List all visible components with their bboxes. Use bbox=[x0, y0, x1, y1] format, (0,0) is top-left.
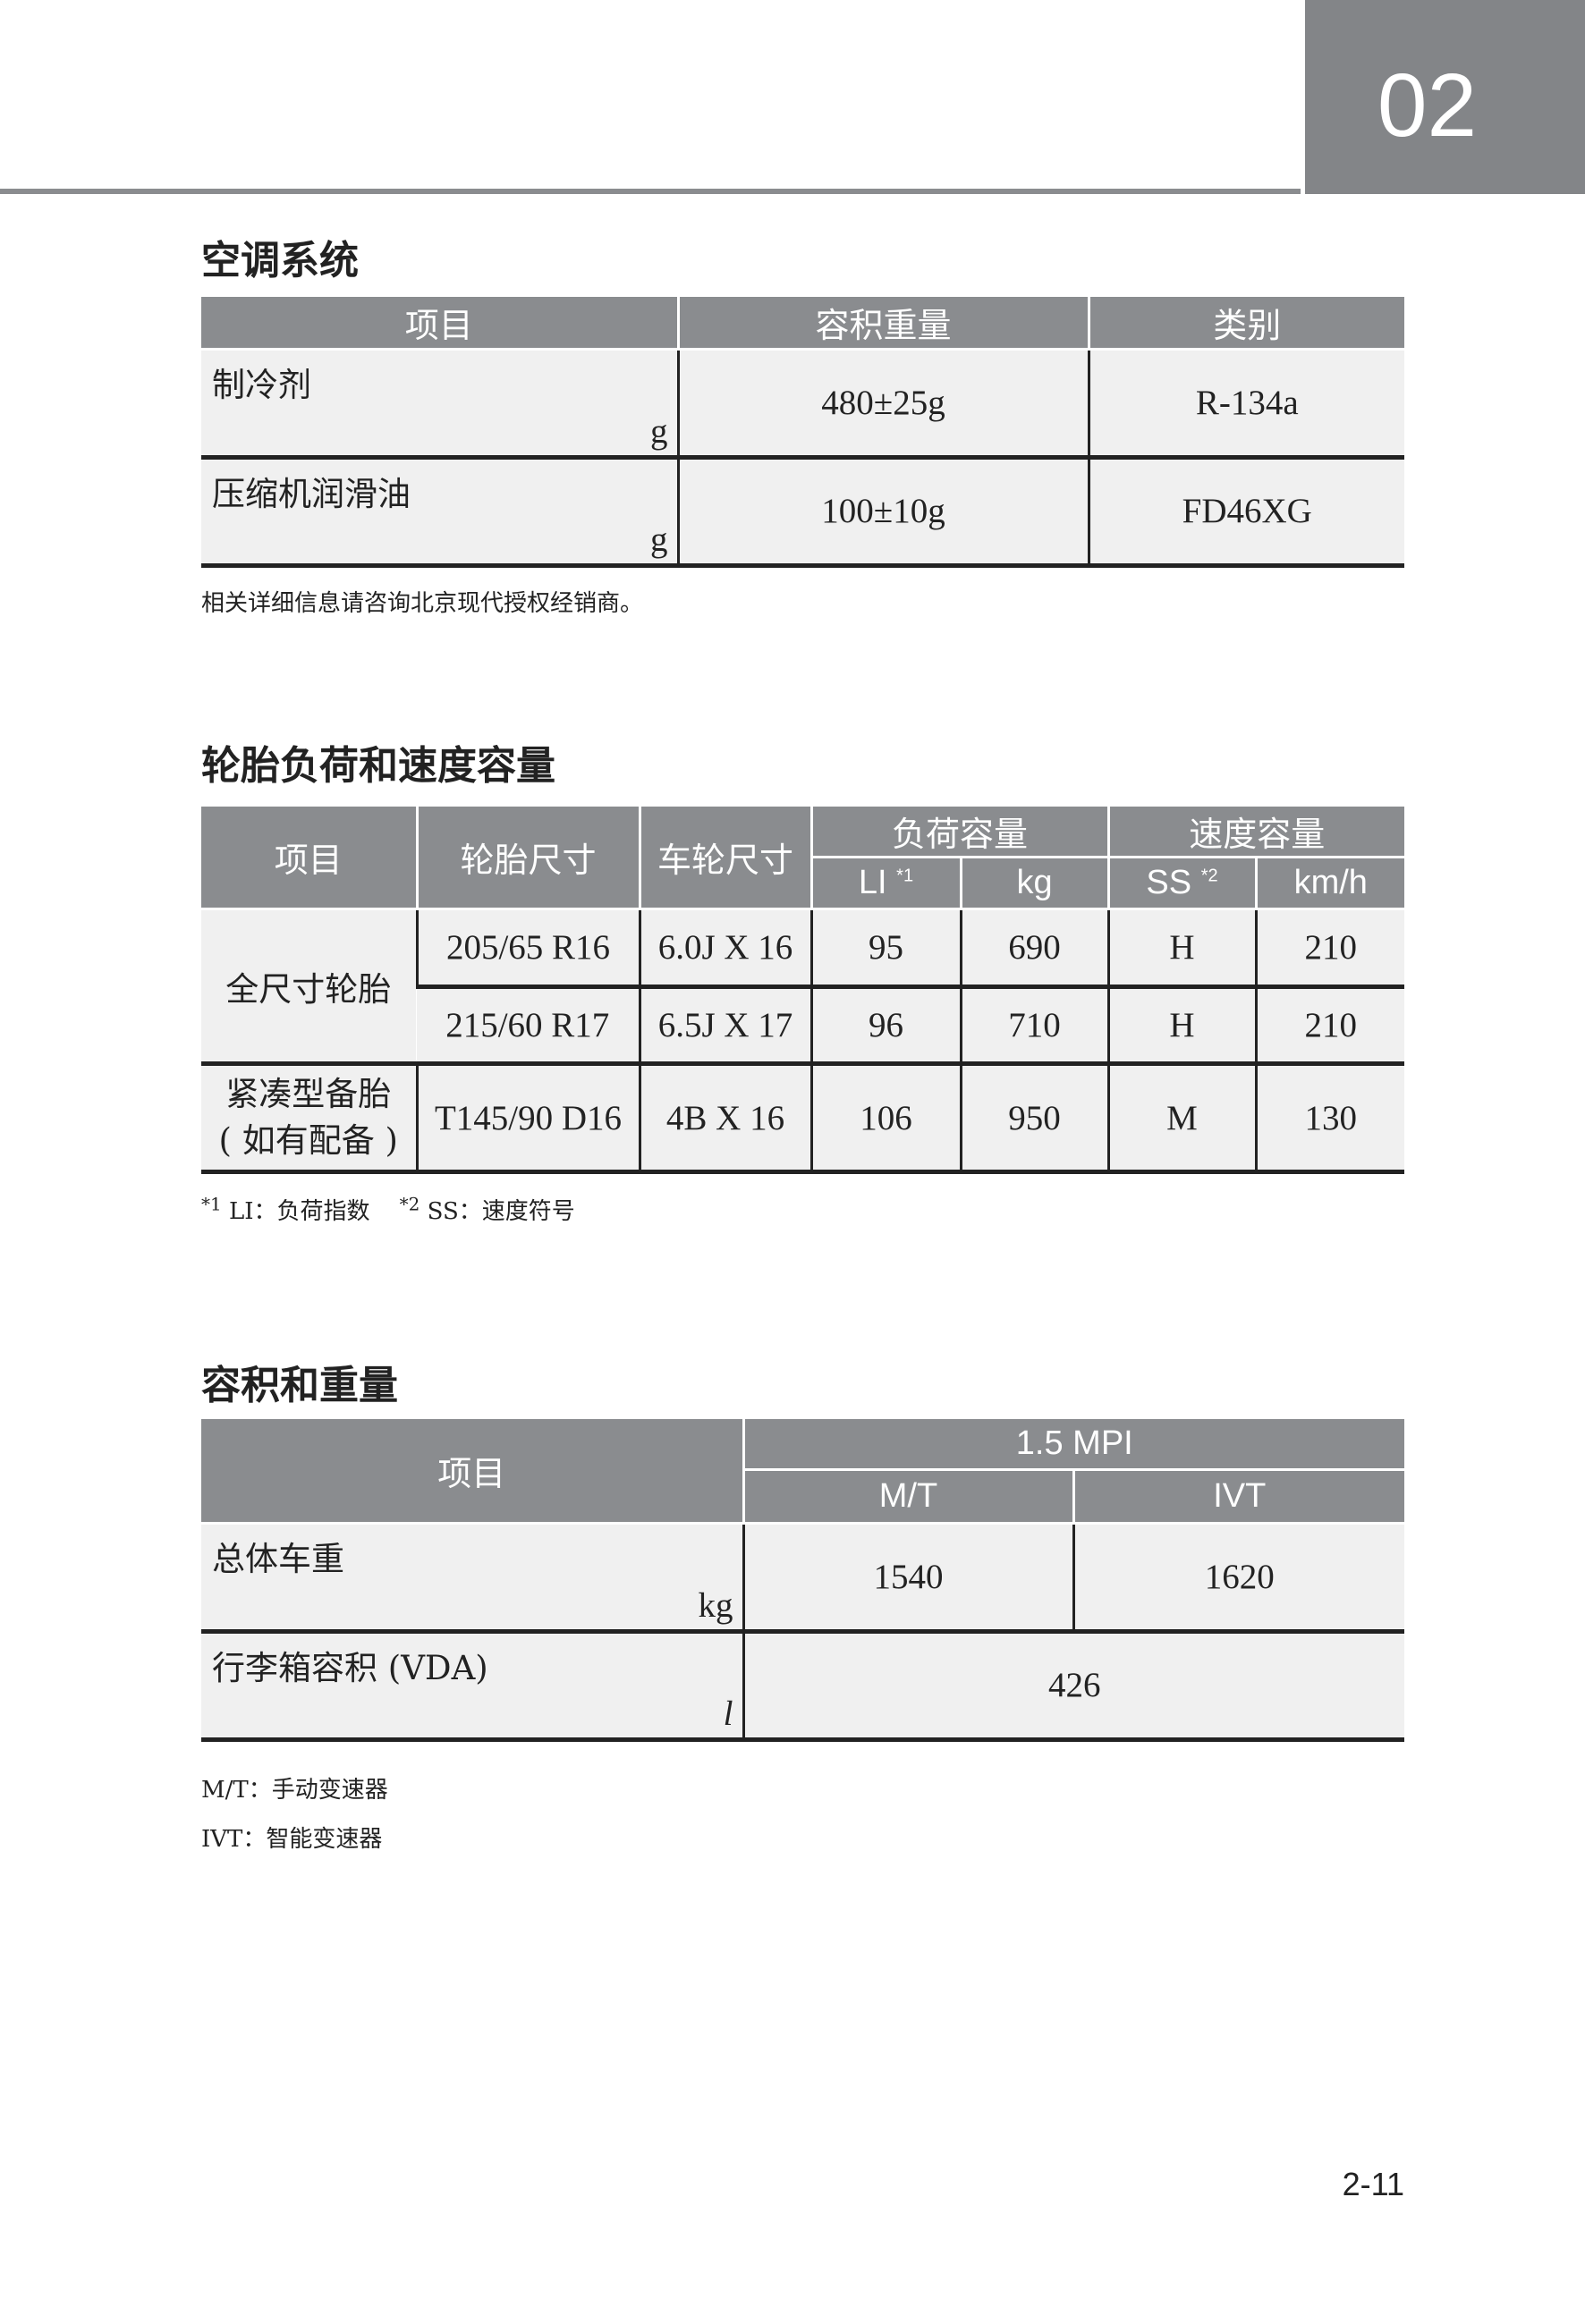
col-header: 速度容量 bbox=[1106, 807, 1405, 858]
col-header-kg: kg bbox=[959, 857, 1110, 910]
weights-section-title: 容积和重量 bbox=[201, 1363, 398, 1408]
tire-size-cell: 215/60 R17 bbox=[417, 986, 640, 1066]
ac-table: 项目 容积重量 类别 制冷剂 g 480±25g R-134a 压缩机润滑油 g 1… bbox=[201, 297, 1404, 568]
col-header-li: LI *1 bbox=[811, 857, 962, 910]
table-row: 压缩机润滑油 g 100±10g FD46XG bbox=[201, 457, 1404, 568]
kg-cell: 710 bbox=[959, 986, 1109, 1066]
wheel-size-cell: 6.5J X 17 bbox=[638, 986, 811, 1066]
group-label: 全尺寸轮胎 bbox=[201, 908, 417, 1066]
chapter-number: 02 bbox=[1377, 55, 1478, 156]
type-cell: R-134a bbox=[1087, 349, 1404, 460]
page-number: 2-11 bbox=[1342, 2166, 1404, 2202]
table-row: 总体车重 kg 1540 1620 bbox=[201, 1523, 1405, 1634]
kg-cell: 690 bbox=[959, 908, 1109, 989]
li-cell: 95 bbox=[809, 908, 961, 989]
weights-note: IVT：智能变速器 bbox=[201, 1826, 383, 1853]
col-header: 容积重量 bbox=[676, 297, 1090, 351]
mt-cell: 1540 bbox=[742, 1523, 1073, 1634]
tires-table: 项目 轮胎尺寸 车轮尺寸 负荷容量 速度容量 LI *1 kg SS *2 km… bbox=[201, 807, 1405, 1174]
chapter-tab: 02 bbox=[1305, 0, 1585, 194]
wheel-size-cell: 6.0J X 16 bbox=[638, 908, 811, 989]
tire-size-cell: 205/65 R16 bbox=[415, 908, 640, 989]
col-header-kmh: km/h bbox=[1254, 857, 1405, 910]
col-header-ivt: IVT bbox=[1072, 1469, 1405, 1525]
item-cell: 制冷剂 g bbox=[201, 349, 678, 460]
table-row: 紧凑型备胎( 如有配备 ) T145/90 D16 4B X 16 106 95… bbox=[201, 1063, 1405, 1174]
tire-size-cell: T145/90 D16 bbox=[415, 1063, 640, 1174]
ss-cell: H bbox=[1106, 986, 1257, 1066]
kmh-cell: 210 bbox=[1254, 986, 1405, 1066]
item-label: 行李箱容积 (VDA) bbox=[212, 1648, 488, 1687]
unit-label: g bbox=[650, 520, 668, 559]
col-header: 项目 bbox=[201, 297, 680, 351]
item-cell: 总体车重 kg bbox=[201, 1523, 743, 1634]
ac-section-title: 空调系统 bbox=[201, 238, 359, 283]
kg-cell: 950 bbox=[959, 1063, 1109, 1174]
col-header: 负荷容量 bbox=[809, 807, 1110, 858]
kmh-cell: 210 bbox=[1254, 908, 1405, 989]
tires-footnote: *1 LI：负荷指数 *2 SS：速度符号 bbox=[201, 1193, 575, 1225]
item-label: 总体车重 bbox=[212, 1539, 344, 1578]
col-header: 轮胎尺寸 bbox=[415, 807, 641, 910]
item-label: 制冷剂 bbox=[212, 365, 311, 404]
weights-table: 项目 1.5 MPI M/T IVT 总体车重 kg 1540 1620 行李箱容… bbox=[201, 1419, 1405, 1742]
item-cell: 行李箱容积 (VDA) l bbox=[201, 1631, 743, 1742]
table-row: 215/60 R17 6.5J X 17 96 710 H 210 bbox=[201, 986, 1405, 1066]
unit-label: l bbox=[723, 1694, 733, 1733]
col-header: 项目 bbox=[201, 1419, 745, 1525]
ac-note: 相关详细信息请咨询北京现代授权经销商。 bbox=[201, 590, 644, 617]
amount-cell: 100±10g bbox=[676, 457, 1089, 568]
weights-note: M/T：手动变速器 bbox=[201, 1777, 388, 1804]
col-header-engine: 1.5 MPI bbox=[742, 1419, 1405, 1471]
amount-cell: 480±25g bbox=[676, 349, 1089, 460]
type-cell: FD46XG bbox=[1087, 457, 1404, 568]
wheel-size-cell: 4B X 16 bbox=[638, 1063, 811, 1174]
table-row: 全尺寸轮胎 205/65 R16 6.0J X 16 95 690 H 210 bbox=[201, 908, 1405, 1066]
li-cell: 106 bbox=[809, 1063, 961, 1174]
li-cell: 96 bbox=[809, 986, 961, 1066]
col-header: 项目 bbox=[201, 807, 419, 910]
item-cell: 压缩机润滑油 g bbox=[201, 457, 678, 568]
ss-cell: H bbox=[1106, 908, 1257, 989]
unit-label: g bbox=[650, 411, 668, 451]
table-row: 制冷剂 g 480±25g R-134a bbox=[201, 349, 1404, 460]
table-row: 行李箱容积 (VDA) l 426 bbox=[201, 1631, 1405, 1742]
unit-label: kg bbox=[698, 1585, 733, 1625]
tires-section-title: 轮胎负荷和速度容量 bbox=[201, 743, 555, 789]
kmh-cell: 130 bbox=[1254, 1063, 1405, 1174]
col-header-ss: SS *2 bbox=[1106, 857, 1258, 910]
item-label: 压缩机润滑油 bbox=[212, 474, 411, 513]
ss-cell: M bbox=[1106, 1063, 1257, 1174]
col-header: 车轮尺寸 bbox=[638, 807, 813, 910]
col-header-mt: M/T bbox=[743, 1469, 1075, 1525]
header-rule bbox=[0, 189, 1301, 194]
ivt-cell: 1620 bbox=[1072, 1523, 1405, 1634]
group-label: 紧凑型备胎( 如有配备 ) bbox=[201, 1063, 417, 1174]
col-header: 类别 bbox=[1087, 297, 1404, 351]
value-cell: 426 bbox=[742, 1631, 1405, 1742]
